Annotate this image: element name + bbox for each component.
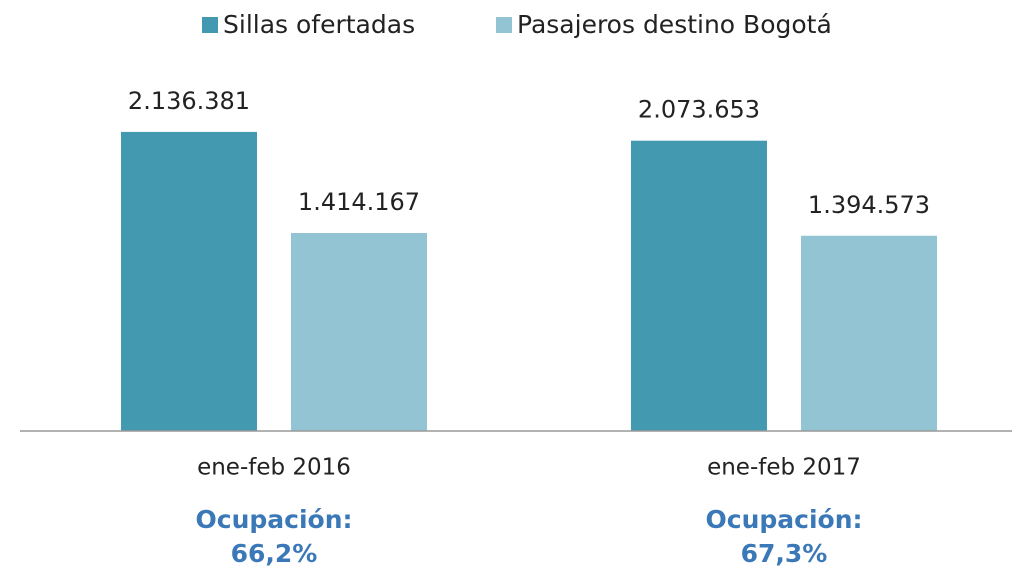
- value-label: 1.394.573: [808, 191, 930, 219]
- bar: [801, 235, 937, 431]
- value-label: 2.136.381: [128, 87, 250, 115]
- annotation: 66,2%: [231, 539, 318, 567]
- bar: [121, 131, 257, 431]
- legend-label: Sillas ofertadas: [223, 10, 415, 39]
- bar: [631, 140, 767, 431]
- value-label: 2.073.653: [638, 96, 760, 124]
- legend-label: Pasajeros destino Bogotá: [517, 10, 832, 39]
- legend-swatch: [202, 17, 218, 33]
- bar: [291, 233, 427, 431]
- x-tick-label: ene-feb 2017: [707, 455, 861, 481]
- annotation: Ocupación:: [706, 505, 863, 534]
- annotation: Ocupación:: [196, 505, 353, 534]
- x-tick-label: ene-feb 2016: [197, 455, 351, 481]
- value-label: 1.414.167: [298, 188, 420, 216]
- legend-swatch: [496, 17, 512, 33]
- annotation: 67,3%: [741, 539, 828, 567]
